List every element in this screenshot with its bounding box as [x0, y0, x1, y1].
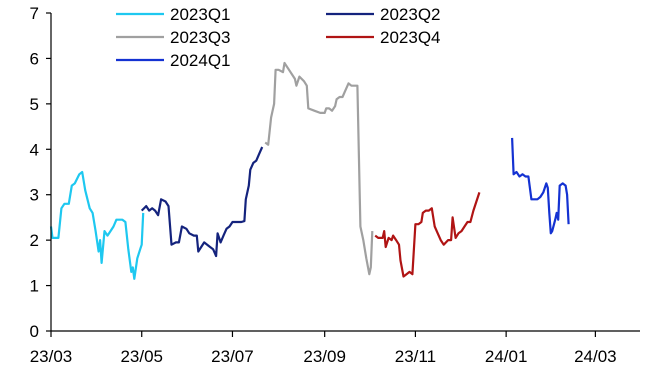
legend-item-2023q1: 2023Q1 [116, 5, 231, 24]
legend-item-2023q3: 2023Q3 [116, 28, 231, 47]
legend-label: 2023Q1 [170, 5, 231, 24]
legend-label: 2023Q2 [380, 5, 441, 24]
plot-lines [49, 61, 570, 280]
y-tick-label: 4 [30, 140, 39, 159]
y-tick-label: 6 [30, 49, 39, 68]
y-tick-label: 3 [30, 186, 39, 205]
legend-item-2023q4: 2023Q4 [326, 28, 441, 47]
legend: 2023Q1 2023Q2 2023Q3 2023Q4 2024Q1 [116, 5, 441, 70]
legend-label: 2024Q1 [170, 51, 231, 70]
x-tick-label: 23/07 [211, 347, 254, 366]
y-tick-label: 2 [30, 231, 39, 250]
series-line-2024q1 [511, 137, 570, 235]
y-tick-label: 5 [30, 95, 39, 114]
legend-item-2023q2: 2023Q2 [326, 5, 441, 24]
x-tick-label: 23/11 [395, 347, 436, 366]
x-tick-label: 23/05 [120, 347, 163, 366]
axes [50, 13, 640, 332]
series-line-2023q2 [140, 146, 264, 258]
y-tick-label: 1 [30, 277, 39, 296]
x-tick-label: 24/03 [574, 347, 617, 366]
x-tick-label: 24/01 [485, 347, 528, 366]
x-tick-label: 23/03 [30, 347, 73, 366]
legend-label: 2023Q4 [380, 28, 441, 47]
y-ticks: 0 1 2 3 4 5 6 7 [30, 4, 51, 341]
x-ticks: 23/03 23/05 23/07 23/09 23/11 24/01 24/03 [30, 331, 617, 366]
legend-label: 2023Q3 [170, 28, 231, 47]
legend-item-2024q1: 2024Q1 [116, 51, 231, 70]
x-tick-label: 23/09 [303, 347, 346, 366]
y-tick-label: 7 [30, 4, 39, 23]
y-tick-label: 0 [30, 322, 39, 341]
series-line-2023q1 [49, 170, 145, 280]
series-line-2023q4 [374, 192, 481, 278]
series-line-2023q3 [264, 61, 374, 276]
